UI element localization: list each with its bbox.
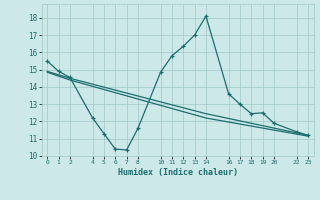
X-axis label: Humidex (Indice chaleur): Humidex (Indice chaleur) — [118, 168, 237, 177]
